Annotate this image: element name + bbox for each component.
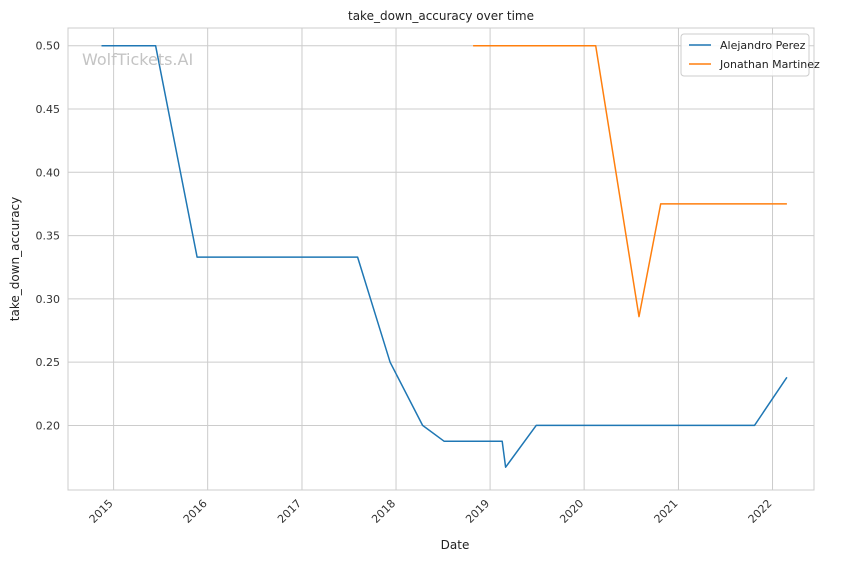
- x-tick-label: 2020: [557, 497, 586, 526]
- y-axis-title: take_down_accuracy: [8, 197, 22, 321]
- series-line-jonathan-martinez: [473, 44, 787, 318]
- x-tick-label: 2022: [746, 497, 775, 526]
- chart-title: take_down_accuracy over time: [348, 9, 534, 23]
- series-lines: [101, 44, 788, 468]
- series-line-alejandro-perez: [101, 44, 788, 468]
- y-tick-label: 0.20: [36, 419, 61, 432]
- x-axis-ticks: 2015 2016 2017 2018 2019 2020 2021 2022: [87, 497, 775, 526]
- x-tick-label: 2019: [463, 497, 492, 526]
- y-tick-label: 0.40: [36, 166, 61, 179]
- legend-box: [680, 33, 810, 77]
- y-tick-label: 0.25: [36, 356, 61, 369]
- y-tick-label: 0.30: [36, 293, 61, 306]
- legend-label-jonathan-martinez: Jonathan Martinez: [719, 58, 820, 71]
- x-tick-label: 2016: [181, 497, 210, 526]
- legend-label-alejandro-perez: Alejandro Perez: [720, 39, 806, 52]
- y-tick-label: 0.45: [36, 103, 61, 116]
- legend: Alejandro Perez Jonathan Martinez: [680, 33, 820, 77]
- x-tick-label: 2017: [275, 497, 304, 526]
- watermark: WolfTickets.AI: [82, 50, 193, 69]
- grid-lines: [68, 28, 814, 490]
- x-tick-label: 2021: [652, 497, 681, 526]
- x-tick-label: 2015: [87, 497, 116, 526]
- plot-area: [67, 27, 815, 491]
- y-tick-label: 0.50: [36, 40, 61, 53]
- y-axis-ticks: 0.20 0.25 0.30 0.35 0.40 0.45 0.50: [36, 40, 61, 433]
- x-tick-label: 2018: [369, 497, 398, 526]
- y-tick-label: 0.35: [36, 230, 61, 243]
- x-axis-title: Date: [441, 538, 470, 552]
